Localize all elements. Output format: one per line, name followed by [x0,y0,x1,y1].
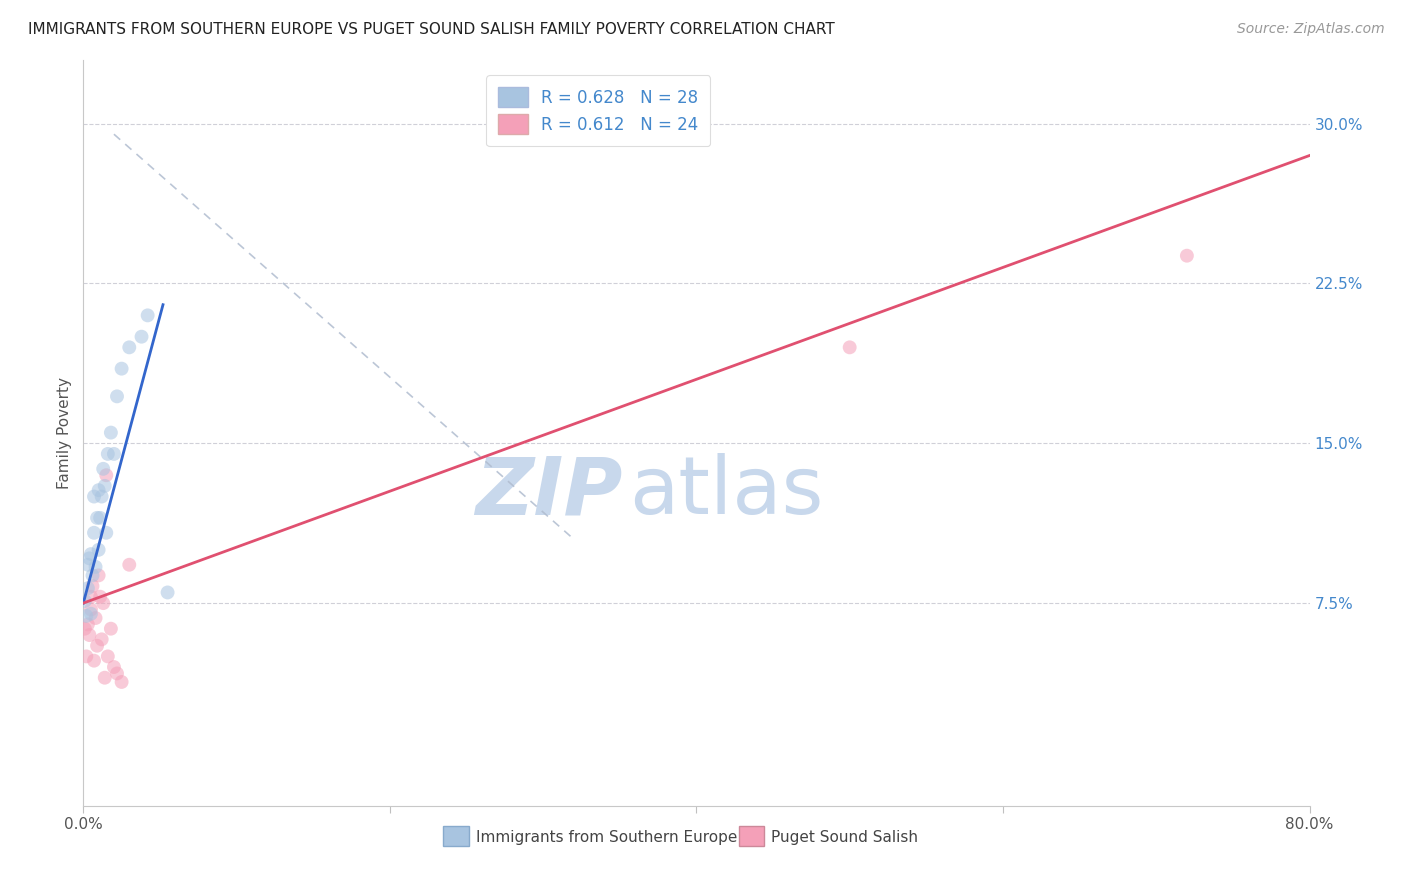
Point [84,560,107,574]
Point [136,309,159,323]
Point [87,568,110,582]
Text: Source: ZipAtlas.com: Source: ZipAtlas.com [1237,22,1385,37]
Point [97,649,120,664]
Point [91,596,114,610]
Point [96,525,118,540]
Point [100,622,122,636]
Point [80,590,103,604]
Point [79,551,101,566]
Point [80,602,103,616]
Point [82,568,104,582]
Point [84,611,107,625]
Point [118,558,141,572]
Point [83,525,105,540]
Point [105,389,128,403]
Point [87,483,110,497]
Point [89,590,111,604]
Point [90,490,112,504]
Y-axis label: Family Poverty: Family Poverty [58,376,72,489]
Point [89,511,111,525]
Point [87,542,110,557]
Point [156,585,179,599]
Text: IMMIGRANTS FROM SOUTHERN EUROPE VS PUGET SOUND SALISH FAMILY POVERTY CORRELATION: IMMIGRANTS FROM SOUTHERN EUROPE VS PUGET… [28,22,835,37]
Point [118,340,141,354]
Text: Immigrants from Southern Europe: Immigrants from Southern Europe [475,830,737,846]
Point [94,479,117,493]
Point [80,607,103,621]
Point [86,639,108,653]
Point [77,581,100,595]
Point [110,361,132,376]
Point [73,622,96,636]
Text: Puget Sound Salish: Puget Sound Salish [770,830,918,846]
Text: atlas: atlas [628,453,824,532]
Point [96,468,118,483]
Point [94,671,117,685]
Legend: R = 0.628   N = 28, R = 0.612   N = 24: R = 0.628 N = 28, R = 0.612 N = 24 [486,76,710,146]
Point [75,649,97,664]
Point [100,425,122,440]
Point [83,490,105,504]
Point [838,340,860,354]
Point [77,617,100,632]
Point [82,579,104,593]
Text: ZIP: ZIP [475,453,623,532]
Point [103,447,125,461]
Point [80,547,103,561]
Point [77,558,100,572]
Point [90,632,112,647]
Point [105,666,128,681]
Point [91,462,114,476]
Point [103,660,125,674]
Point [1175,249,1198,263]
Point [73,594,96,608]
Point [97,447,120,461]
Point [110,675,132,690]
Point [131,329,153,343]
Point [79,628,101,642]
Point [86,511,108,525]
Point [75,608,97,623]
Point [83,654,105,668]
